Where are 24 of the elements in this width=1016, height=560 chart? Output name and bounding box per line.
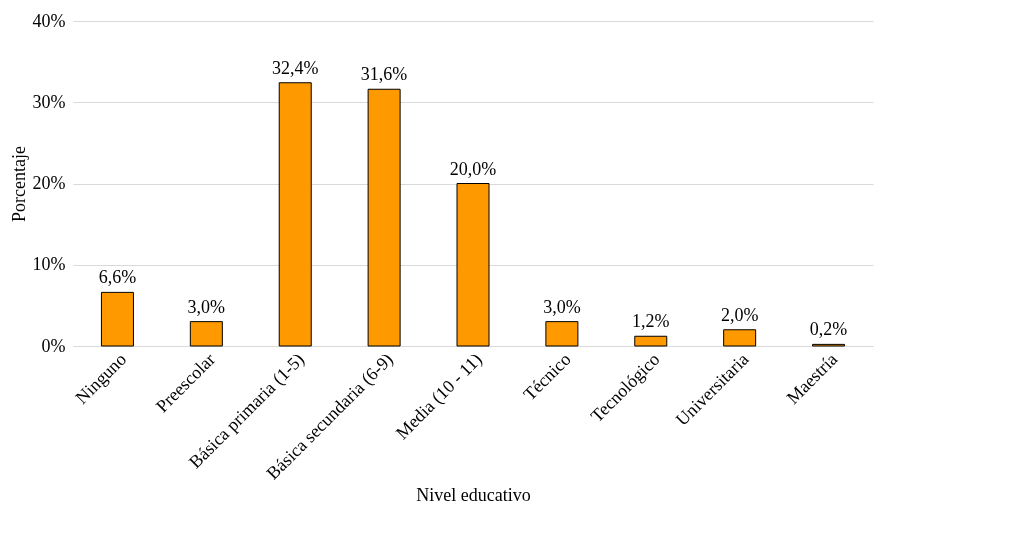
bar (367, 88, 401, 347)
data-label: 0,2% (809, 319, 848, 340)
bar (634, 335, 668, 347)
data-label: 6,6% (98, 267, 137, 288)
bar (456, 183, 490, 347)
data-label: 32,4% (271, 57, 319, 78)
bar (723, 329, 757, 347)
data-label: 31,6% (360, 64, 408, 85)
data-label: 3,0% (187, 296, 226, 317)
data-label: 3,0% (543, 296, 581, 317)
bar (278, 82, 312, 347)
y-tick-label: 10% (32, 254, 66, 275)
y-tick-label: 20% (32, 173, 66, 193)
data-label: 1,2% (632, 311, 670, 332)
bar (545, 321, 579, 347)
y-tick-label: 0% (41, 335, 66, 356)
bar (189, 321, 223, 347)
y-tick-label: 40% (32, 10, 66, 31)
y-tick-label: 30% (32, 91, 66, 112)
data-label: 20,0% (449, 158, 497, 179)
x-axis-title: Nivel educativo (416, 485, 531, 506)
data-label: 2,0% (720, 304, 759, 325)
y-axis-title: Porcentaje (8, 146, 29, 222)
bar (100, 291, 134, 347)
